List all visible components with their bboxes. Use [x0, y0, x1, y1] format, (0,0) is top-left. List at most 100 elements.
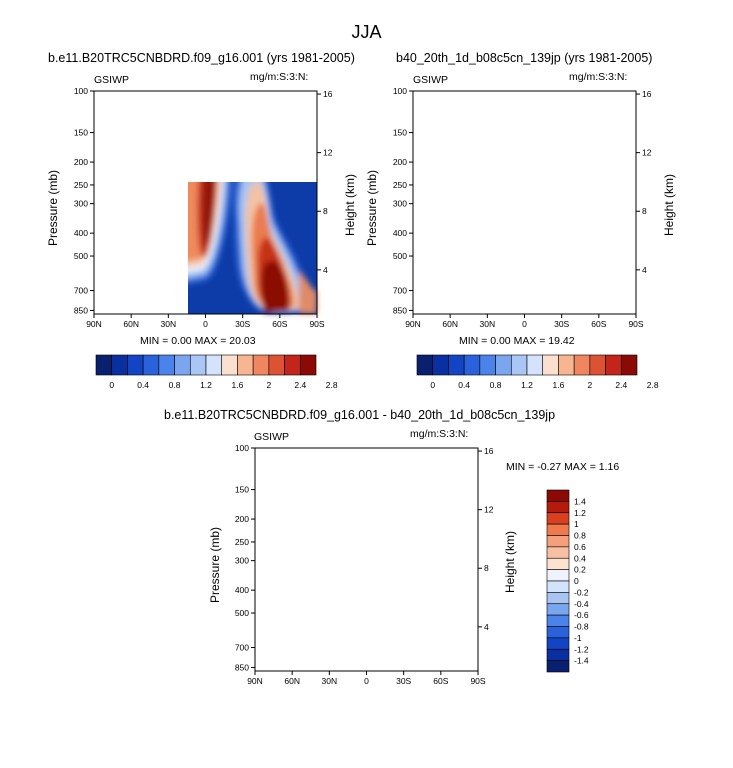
x-tick-label: 90S: [628, 319, 643, 329]
colorbar-segment: [546, 546, 570, 559]
y-tick-label: 850: [393, 305, 407, 315]
x-tick-label: 0: [364, 676, 369, 686]
colorbar-segment: [546, 648, 570, 661]
colorbar-tick-label: 0.4: [574, 553, 586, 563]
y-tick-label: 250: [393, 180, 407, 190]
colorbar-tick-label: -0.6: [574, 610, 589, 620]
y-tick-label: 700: [235, 643, 249, 653]
y-tick-label: 300: [393, 199, 407, 209]
panel1-title: b.e11.B20TRC5CNBDRD.f09_g16.001 (yrs 198…: [48, 51, 355, 65]
y-tick-label: 500: [235, 608, 249, 618]
panel3-contour-field: [255, 448, 478, 671]
y-right-tick-label: 8: [642, 206, 647, 216]
colorbar-segment: [142, 354, 160, 376]
y-tick-label: 850: [74, 305, 88, 315]
colorbar-segment: [284, 354, 301, 376]
main-title: JJA: [351, 22, 382, 42]
y-right-tick-label: 16: [323, 89, 333, 99]
y-tick-label: 250: [235, 537, 249, 547]
colorbar-segment: [558, 354, 575, 376]
colorbar-segment: [546, 512, 570, 525]
colorbar-segment: [495, 354, 512, 376]
panel2-title: b40_20th_1d_b08c5cn_139jp (yrs 1981-2005…: [396, 51, 653, 65]
y-tick-label: 500: [393, 251, 407, 261]
colorbar-tick-label: 1.6: [553, 380, 565, 390]
x-tick-label: 60N: [284, 676, 300, 686]
colorbar-tick-label: 0: [574, 576, 579, 586]
colorbar-segment: [546, 660, 570, 673]
y-right-tick-label: 16: [642, 89, 652, 99]
colorbar-tick-label: 0: [109, 380, 114, 390]
panel2-stats: MIN = 0.00 MAX = 19.42: [459, 335, 575, 347]
x-tick-label: 60S: [272, 319, 287, 329]
y-tick-label: 700: [393, 286, 407, 296]
y-tick-label: 150: [235, 485, 249, 495]
colorbar-segment: [546, 614, 570, 627]
panel2-frame: [412, 90, 637, 315]
y-right-tick-label: 4: [642, 265, 647, 275]
colorbar-tick-label: 1.2: [200, 380, 212, 390]
y-tick-label: 150: [393, 128, 407, 138]
colorbar-segment: [546, 557, 570, 570]
x-tick-label: 90S: [470, 676, 485, 686]
y-tick-label: 200: [74, 157, 88, 167]
colorbar-segment: [174, 354, 191, 376]
panel-3: 90N 60N 30N 0 30S 60S 90S 100 150 200 250 300 400 500…: [235, 443, 589, 686]
x-tick-label: 60S: [433, 676, 448, 686]
y-tick-label: 500: [74, 251, 88, 261]
colorbar-tick-label: 2.8: [326, 380, 338, 390]
x-tick-label: 60N: [442, 319, 458, 329]
colorbar-tick-label: 1: [574, 519, 579, 529]
colorbar-tick-label: 0.8: [574, 531, 586, 541]
y-right-tick-label: 12: [484, 505, 494, 515]
y-tick-label: 100: [74, 86, 88, 96]
colorbar-segment: [546, 489, 570, 502]
colorbar-segment: [448, 354, 465, 376]
y-tick-label: 400: [393, 228, 407, 238]
colorbar-segment: [546, 637, 570, 650]
colorbar-segment: [546, 592, 570, 605]
y-right-tick-label: 4: [484, 622, 489, 632]
colorbar-tick-label: -1: [574, 633, 582, 643]
y-right-tick-label: 16: [484, 446, 494, 456]
panel1-stats: MIN = 0.00 MAX = 20.03: [140, 335, 256, 347]
x-tick-label: 90N: [405, 319, 421, 329]
colorbar-segment: [510, 354, 528, 376]
y-right-tick-label: 4: [323, 265, 328, 275]
colorbar-segment: [95, 354, 113, 376]
panel3-title: b.e11.B20TRC5CNBDRD.f09_g16.001 - b40_20…: [164, 408, 556, 422]
colorbar-segment: [546, 580, 570, 593]
x-tick-label: 30S: [554, 319, 569, 329]
colorbar-tick-label: -0.8: [574, 622, 589, 632]
colorbar-tick-label: 2.4: [294, 380, 306, 390]
colorbar-segment: [252, 354, 270, 376]
colorbar-segment: [546, 603, 570, 616]
colorbar-segment: [463, 354, 481, 376]
colorbar-tick-label: 0: [430, 380, 435, 390]
colorbar-tick-label: 0.8: [490, 380, 502, 390]
colorbar-segment: [111, 354, 128, 376]
colorbar-tick-label: 2.4: [615, 380, 627, 390]
colorbar-tick-label: 0.8: [169, 380, 181, 390]
colorbar-tick-label: 1.2: [574, 508, 586, 518]
y-tick-label: 100: [235, 443, 249, 453]
panel3-variable-label: GSIWP: [254, 431, 290, 443]
y-tick-label: 700: [74, 286, 88, 296]
panel3-stats: MIN = -0.27 MAX = 1.16: [506, 461, 620, 473]
x-tick-label: 60N: [123, 319, 139, 329]
x-tick-label: 90N: [247, 676, 263, 686]
colorbar-tick-label: -0.2: [574, 587, 589, 597]
colorbar-segment: [546, 501, 570, 514]
x-tick-label: 60S: [591, 319, 606, 329]
colorbar-tick-label: 2.8: [647, 380, 659, 390]
y-right-tick-label: 12: [642, 148, 652, 158]
colorbar-segment: [237, 354, 254, 376]
x-tick-label: 90S: [309, 319, 324, 329]
colorbar-tick-label: 0.4: [137, 380, 149, 390]
colorbar-segment: [127, 354, 144, 376]
y-tick-label: 300: [235, 556, 249, 566]
colorbar-segment: [546, 626, 570, 639]
colorbar-segment: [299, 354, 317, 376]
panel-2: 90N 60N 30N 0 30S 60S 90S 100 150 200 250 300 400 500…: [393, 86, 659, 390]
